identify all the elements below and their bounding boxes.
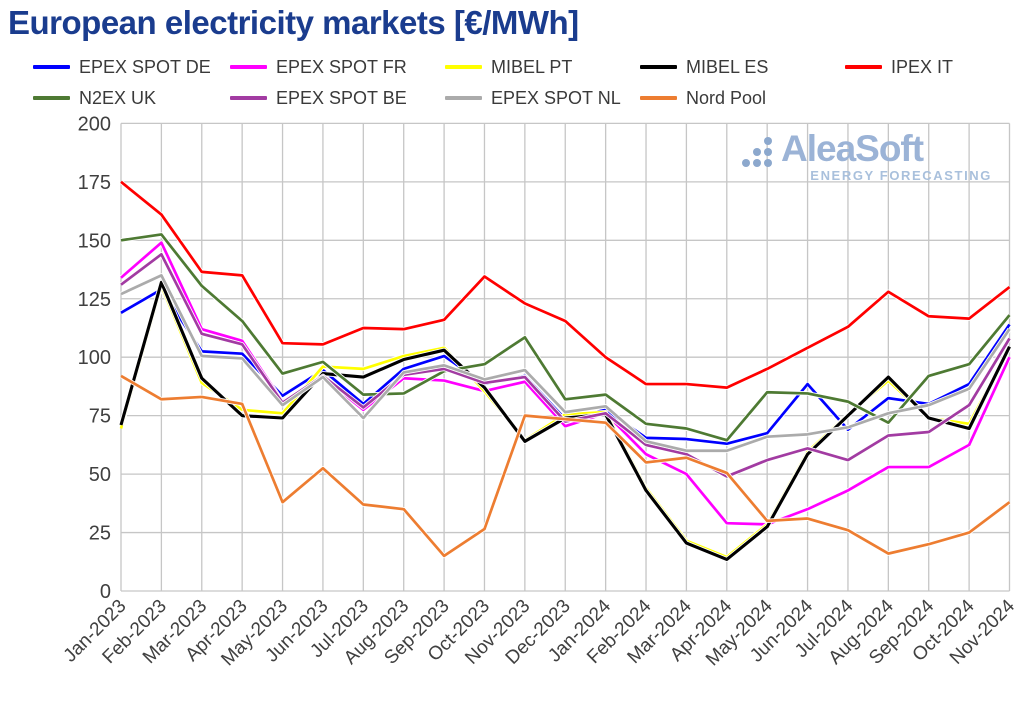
legend-swatch-ipex-it — [845, 65, 882, 69]
legend-label: MIBEL PT — [491, 56, 573, 77]
legend-item-nord-pool: Nord Pool — [640, 86, 766, 110]
legend-item-ipex-it: IPEX IT — [845, 55, 953, 79]
legend-swatch-epex-spot-fr — [230, 65, 267, 69]
y-tick-label: 75 — [89, 406, 111, 428]
legend-label: EPEX SPOT BE — [276, 87, 407, 108]
legend-swatch-n2ex-uk — [33, 96, 70, 100]
legend-item-n2ex-uk: N2EX UK — [33, 86, 156, 110]
chart-legend: EPEX SPOT DE EPEX SPOT FR MIBEL PT MIBEL ES… — [0, 55, 1024, 115]
legend-swatch-nord-pool — [640, 96, 677, 100]
y-tick-label: 125 — [78, 289, 111, 311]
legend-label: EPEX SPOT FR — [276, 56, 407, 77]
series-line-n2ex-uk — [120, 233, 1011, 442]
watermark-subtitle: ENERGY FORECASTING — [810, 168, 992, 183]
series-line-epex-spot-be — [120, 252, 1011, 478]
series-line-ipex-it — [120, 180, 1011, 389]
y-tick-label: 100 — [78, 347, 111, 369]
watermark-brand-name: AleaSoft — [781, 128, 924, 169]
legend-item-epex-spot-de: EPEX SPOT DE — [33, 55, 211, 79]
aleasoft-watermark: AleaSoft ENERGY FORECASTING — [742, 130, 1002, 182]
y-tick-label: 200 — [78, 113, 111, 135]
series-lines — [118, 180, 1012, 562]
x-axis-ticks: Jan-2023Feb-2023Mar-2023Apr-2023May-2023… — [60, 595, 1020, 670]
legend-item-epex-spot-nl: EPEX SPOT NL — [445, 86, 621, 110]
legend-label: MIBEL ES — [686, 56, 769, 77]
y-tick-label: 50 — [89, 464, 111, 486]
legend-swatch-mibel-es — [640, 65, 677, 69]
legend-item-mibel-es: MIBEL ES — [640, 55, 768, 79]
legend-label: EPEX SPOT NL — [491, 87, 621, 108]
legend-item-epex-spot-fr: EPEX SPOT FR — [230, 55, 407, 79]
y-tick-label: 0 — [100, 581, 111, 603]
legend-label: N2EX UK — [79, 87, 157, 108]
y-tick-label: 150 — [78, 230, 111, 252]
y-tick-label: 175 — [78, 172, 111, 194]
legend-swatch-epex-spot-nl — [445, 96, 482, 100]
legend-swatch-epex-spot-be — [230, 96, 267, 100]
y-axis-ticks: 0 25 50 75 100 125 150 175 200 — [78, 113, 111, 603]
legend-item-epex-spot-be: EPEX SPOT BE — [230, 86, 407, 110]
y-tick-label: 25 — [89, 523, 111, 545]
series-line-epex-spot-nl — [120, 274, 1011, 453]
legend-label: IPEX IT — [891, 56, 954, 77]
series-line-nord-pool — [120, 374, 1011, 558]
legend-label: Nord Pool — [686, 87, 767, 108]
legend-label: EPEX SPOT DE — [79, 56, 211, 77]
legend-item-mibel-pt: MIBEL PT — [445, 55, 572, 79]
legend-swatch-epex-spot-de — [33, 65, 70, 69]
aleasoft-dots-icon — [742, 134, 775, 167]
chart-title: European electricity markets [€/MWh] — [8, 4, 579, 41]
legend-swatch-mibel-pt — [445, 65, 482, 69]
